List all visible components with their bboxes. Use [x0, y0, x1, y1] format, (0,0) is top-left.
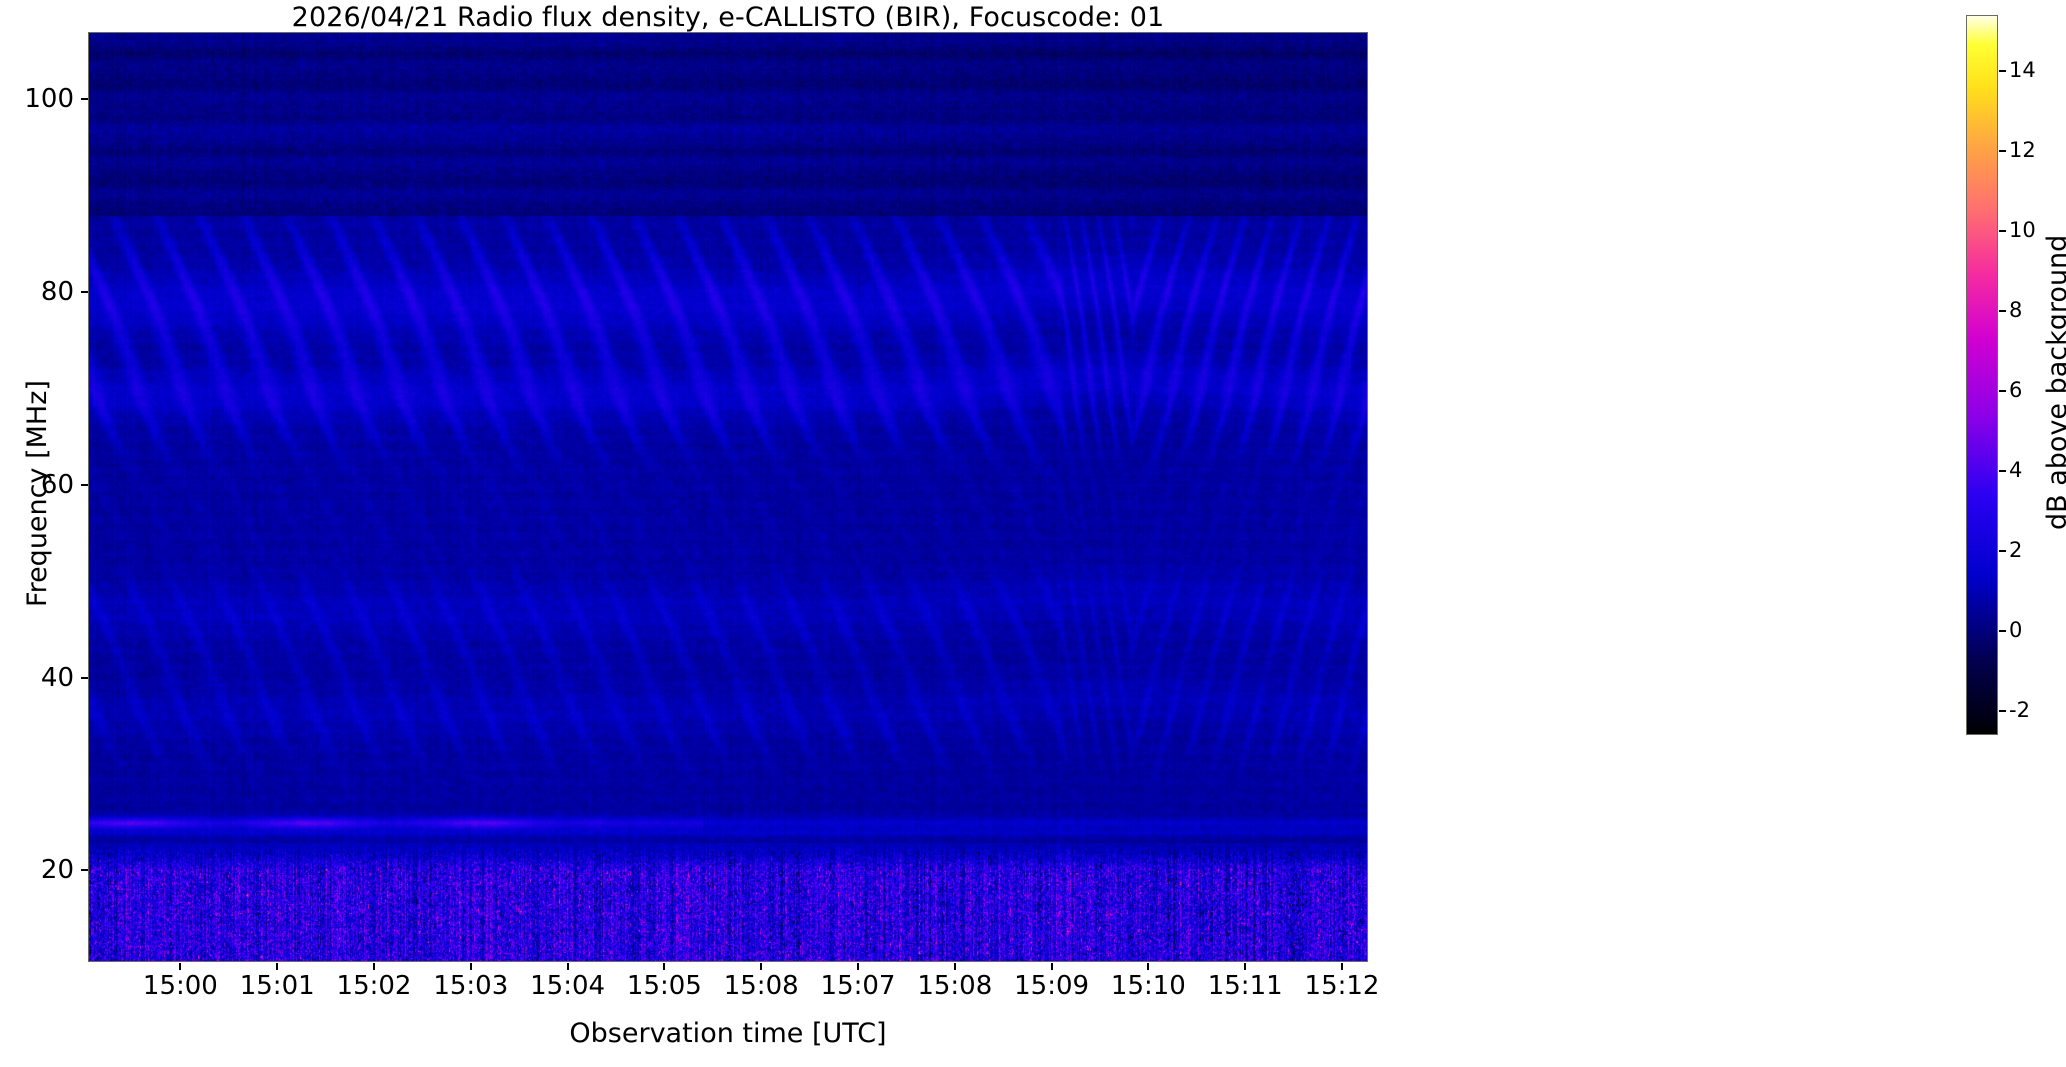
spectrogram-axes	[88, 32, 1368, 962]
x-tick-label: 15:08	[917, 971, 993, 1001]
x-tick-mark	[1050, 963, 1053, 970]
x-axis-label: Observation time [UTC]	[569, 1018, 887, 1049]
colorbar-tick-label: 6	[2009, 378, 2023, 402]
colorbar-tick-label: 14	[2009, 58, 2036, 82]
colorbar-tick-mark	[1999, 230, 2006, 232]
x-tick-label: 15:12	[1304, 971, 1380, 1001]
y-tick-label: 20	[40, 855, 74, 886]
x-tick-mark	[566, 963, 569, 970]
colorbar-tick-mark	[1999, 630, 2006, 632]
colorbar-tick-mark	[1999, 710, 2006, 712]
colorbar-tick-label: 8	[2009, 298, 2023, 322]
x-tick-mark	[760, 963, 763, 970]
y-tick-label: 100	[24, 84, 74, 115]
x-tick-label: 15:11	[1207, 971, 1283, 1001]
colorbar-tick-mark	[1999, 310, 2006, 312]
y-tick-mark	[81, 483, 88, 486]
colorbar-tick-label: 12	[2009, 138, 2036, 162]
x-tick-label: 15:00	[142, 971, 218, 1001]
colorbar-gradient	[1967, 16, 1997, 734]
colorbar-tick-label: 4	[2009, 458, 2023, 482]
y-tick-label: 80	[40, 277, 74, 308]
x-tick-label: 15:05	[626, 971, 702, 1001]
x-tick-label: 15:04	[530, 971, 606, 1001]
colorbar-tick-mark	[1999, 70, 2006, 72]
y-tick-label: 60	[40, 469, 74, 500]
colorbar-tick-label: 2	[2009, 538, 2023, 562]
y-tick-mark	[81, 98, 88, 101]
colorbar-tick-mark	[1999, 470, 2006, 472]
x-tick-label: 15:01	[239, 971, 315, 1001]
x-tick-mark	[469, 963, 472, 970]
colorbar-tick-label: 0	[2009, 618, 2023, 642]
x-tick-label: 15:09	[1014, 971, 1090, 1001]
x-tick-mark	[276, 963, 279, 970]
x-tick-mark	[1147, 963, 1150, 970]
colorbar-label: dB above background	[2042, 234, 2066, 530]
x-tick-label: 15:08	[723, 971, 799, 1001]
x-tick-mark	[953, 963, 956, 970]
colorbar-tick-mark	[1999, 550, 2006, 552]
spectrogram-image	[89, 33, 1367, 961]
x-tick-mark	[179, 963, 182, 970]
y-tick-mark	[81, 676, 88, 679]
x-tick-label: 15:10	[1110, 971, 1186, 1001]
colorbar	[1966, 15, 1998, 735]
y-tick-mark	[81, 291, 88, 294]
x-tick-mark	[1244, 963, 1247, 970]
colorbar-tick-label: 10	[2009, 218, 2036, 242]
x-tick-mark	[1341, 963, 1343, 970]
page-title: 2026/04/21 Radio flux density, e-CALLIST…	[291, 1, 1165, 33]
colorbar-tick-mark	[1999, 150, 2006, 152]
y-tick-label: 40	[40, 662, 74, 693]
colorbar-tick-mark	[1999, 390, 2006, 392]
x-tick-label: 15:07	[820, 971, 896, 1001]
y-tick-mark	[81, 869, 88, 872]
x-tick-mark	[373, 963, 375, 970]
x-tick-label: 15:02	[336, 971, 412, 1001]
x-tick-label: 15:03	[433, 971, 509, 1001]
colorbar-tick-label: -2	[2009, 698, 2030, 722]
x-tick-mark	[857, 963, 859, 970]
x-tick-mark	[663, 963, 666, 970]
